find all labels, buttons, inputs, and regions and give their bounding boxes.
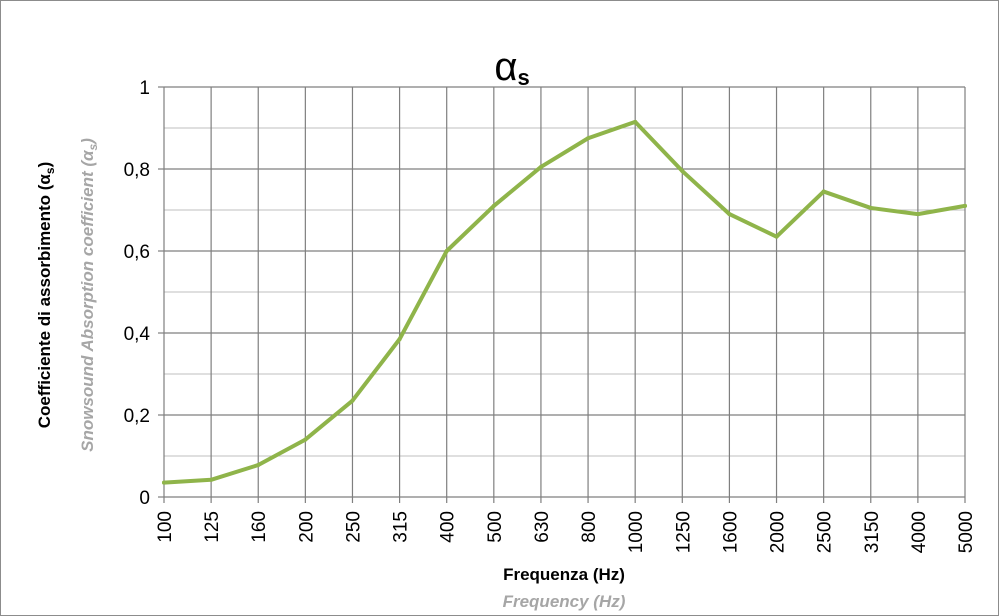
data-point — [444, 249, 449, 253]
data-point — [915, 212, 920, 217]
data-point — [256, 463, 261, 468]
y-axis-title-en: Snowsound Absorption coefficient (αs) — [78, 138, 100, 452]
y-tick-labels: 0 0,2 0,4 0,6 0,8 1 — [124, 78, 151, 509]
y-axis-title-en-symbol: α — [78, 149, 97, 161]
y-axis-title-close: ) — [35, 162, 54, 168]
y-tick-label: 1 — [139, 78, 150, 99]
x-tick-label: 315 — [391, 511, 412, 543]
chart-title: αs — [494, 45, 529, 90]
y-axis-title-en-subscript: s — [86, 143, 100, 150]
y-tick-label: 0,8 — [124, 160, 150, 181]
x-tick-label: 1000 — [626, 511, 647, 553]
data-point — [491, 203, 496, 208]
x-tick-label: 630 — [532, 511, 553, 543]
y-axis-title: Coefficiente di assorbimento (αs) — [35, 162, 57, 429]
data-point — [633, 119, 638, 124]
data-point — [680, 169, 685, 174]
y-tick-label: 0,4 — [124, 324, 151, 345]
data-point — [538, 164, 543, 169]
y-axis-title-en-close: ) — [78, 138, 97, 146]
data-point — [209, 477, 214, 482]
x-tick-label: 400 — [438, 511, 459, 543]
y-axis-title-en-text: Snowsound Absorption coefficient ( — [78, 159, 97, 452]
x-tick-label: 500 — [485, 511, 506, 543]
x-axis-title-en: Frequency (Hz) — [503, 592, 626, 611]
x-tick-label: 160 — [249, 511, 270, 543]
chart-title-symbol: α — [494, 45, 517, 89]
data-point — [821, 189, 826, 194]
data-point — [727, 212, 732, 217]
data-point — [350, 398, 355, 403]
x-tick-label: 100 — [155, 511, 176, 543]
x-tick-label: 200 — [296, 511, 317, 543]
x-tick-label: 4000 — [909, 511, 930, 553]
y-axis-title-symbol: α — [35, 174, 54, 185]
y-tick-label: 0 — [139, 488, 150, 509]
data-point — [774, 234, 779, 239]
x-tick-label: 1600 — [720, 511, 741, 553]
series-layer — [162, 119, 967, 485]
x-tick-label: 250 — [343, 511, 364, 543]
data-point — [868, 205, 873, 210]
y-tick-label: 0,2 — [124, 406, 150, 427]
data-point — [586, 136, 591, 141]
data-point — [963, 203, 967, 208]
x-axis-title: Frequenza (Hz) — [503, 565, 625, 584]
x-tick-label: 800 — [579, 511, 600, 543]
chart-title-subscript: s — [517, 65, 529, 90]
grid — [158, 86, 966, 503]
data-point — [303, 437, 308, 442]
x-tick-label: 125 — [202, 511, 223, 543]
data-point — [397, 337, 402, 342]
x-tick-label: 2500 — [815, 511, 836, 553]
series-line — [162, 119, 967, 485]
x-tick-label: 3150 — [862, 511, 883, 553]
y-tick-label: 0,6 — [124, 242, 150, 263]
y-axis-title-text: Coefficiente di assorbimento ( — [35, 184, 54, 428]
x-tick-labels: 100 125 160 200 250 315 400 500 630 800 1000 1250 16… — [155, 511, 977, 553]
x-tick-label: 2000 — [768, 511, 789, 553]
x-tick-label: 1250 — [673, 511, 694, 553]
y-axis-title-subscript: s — [43, 167, 57, 174]
data-point — [162, 480, 166, 485]
x-tick-label: 5000 — [956, 511, 977, 553]
